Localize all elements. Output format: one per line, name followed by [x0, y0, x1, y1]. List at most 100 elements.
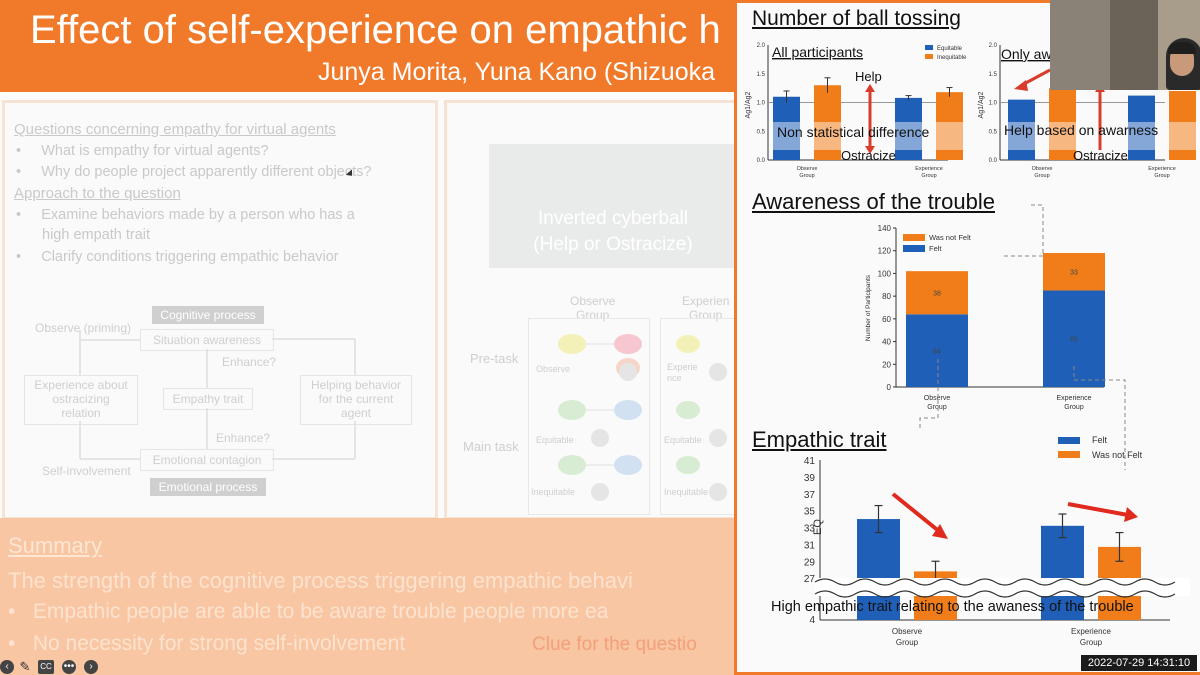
dashed-connector	[1004, 204, 1044, 257]
y-axis-label: EQ	[812, 519, 824, 535]
y-tick-label: 0.0	[989, 158, 998, 164]
more-icon[interactable]: •••	[62, 660, 76, 674]
y-tick-label: 1.5	[757, 72, 766, 78]
bar-highlight	[1128, 122, 1155, 150]
y-tick-label: 60	[882, 315, 891, 324]
y-axis-label: Number of Participants	[865, 274, 872, 341]
pen-icon[interactable]: ✎	[19, 659, 31, 674]
legend-swatch-felt	[1058, 437, 1080, 444]
helping-line-2: for the current	[318, 392, 394, 406]
x-tick-label: Experience	[1148, 166, 1176, 172]
arrow-head-down	[865, 146, 875, 154]
annotation-non-statistical: Non statistical difference	[777, 124, 929, 140]
y-tick-label: 41	[804, 456, 816, 467]
y-tick-label: 31	[804, 540, 816, 551]
bar-highlight	[1008, 122, 1035, 150]
inequitable-label-experience: Inequitable	[664, 487, 709, 497]
experience-box-line-1: Experience about	[34, 378, 128, 392]
dashed-connector	[1073, 366, 1126, 470]
annotation-help: Help	[855, 69, 882, 84]
y-tick-label: 2.0	[757, 43, 766, 49]
bar-highlight	[1169, 122, 1196, 150]
cyberball-line-2: (Help or Ostracize)	[533, 234, 693, 255]
back-icon[interactable]: ‹	[0, 660, 14, 674]
y-tick-label: 1.0	[989, 101, 998, 107]
summary-title: Summary	[8, 533, 103, 558]
chart1-title: All participants	[772, 44, 863, 60]
stacked-bar-felt-0	[906, 314, 968, 387]
webcam-background	[1050, 0, 1110, 90]
x-tick-label: Group	[896, 638, 919, 647]
section-awareness-title: Awareness of the trouble	[752, 189, 995, 214]
summary-bullet-2-text: No necessity for strong self-involvement	[32, 632, 406, 655]
data-label: 64	[933, 349, 941, 356]
red-arrow-icon	[1067, 502, 1129, 517]
data-label: 38	[933, 291, 941, 298]
approach-1-cont: high empath trait	[42, 227, 151, 243]
y-tick-label: 35	[804, 507, 816, 518]
y-tick-label: 0	[887, 383, 892, 392]
section-empathic-title: Empathic trait	[752, 427, 887, 452]
y-tick-label: 29	[804, 557, 816, 568]
y-tick-label: 80	[882, 292, 891, 301]
y-tick-label: 33	[804, 524, 816, 535]
axis-break-line	[814, 590, 1176, 598]
eq-bar-felt-1	[1041, 525, 1084, 620]
forward-icon[interactable]: ›	[84, 660, 98, 674]
annotation-help-awareness: Help based on awarness	[1004, 122, 1158, 138]
helping-behavior-box: Helping behavior for the current agent	[300, 375, 412, 425]
y-tick-label: 40	[882, 338, 891, 347]
bar-inequitable-1	[1169, 91, 1196, 160]
approach-bullet-2: • Clarify conditions triggering empathic…	[16, 249, 339, 265]
y-tick-label: 27	[804, 574, 816, 585]
approach-2-text: Clarify conditions triggering empathic b…	[41, 249, 339, 265]
emotional-process-label: Emotional process	[150, 478, 266, 496]
experience-small-line-2: nce	[667, 373, 682, 383]
experience-box-line-3: relation	[61, 406, 101, 420]
observe-small-label: Observe	[536, 364, 571, 374]
bar-highlight	[895, 122, 922, 150]
equitable-label-experience: Equitable	[664, 435, 702, 445]
x-tick-label: Group	[927, 404, 947, 411]
cc-icon[interactable]: CC	[38, 660, 54, 674]
observe-group-frame	[528, 318, 650, 515]
red-arrow-head	[1014, 80, 1028, 91]
bar-inequitable-0	[814, 85, 841, 160]
question-2-text: Why do people project apparently differe…	[41, 164, 372, 180]
approach-bullet-1: • Examine behaviors made by a person who…	[16, 207, 355, 223]
eq-bar-felt-0	[857, 519, 900, 620]
legend-swatch-inequitable	[925, 54, 933, 59]
enhance-label-1: Enhance?	[222, 355, 277, 369]
webcam-person-hair	[1168, 42, 1196, 54]
bar-equitable-1	[895, 97, 922, 160]
x-tick-label: Observe	[924, 395, 951, 402]
cyberball-agents	[558, 334, 727, 501]
dashed-connector	[919, 400, 939, 430]
cyberball-line-1: Inverted cyberball	[538, 208, 688, 229]
y-tick-label: 0.5	[757, 129, 766, 135]
bar-highlight	[814, 122, 841, 150]
y-tick-label: 37	[804, 490, 816, 501]
x-tick-label: Experience	[1071, 627, 1112, 636]
legend-swatch-was-not-felt	[903, 234, 925, 241]
questions-heading: Questions concerning empathy for virtual…	[14, 121, 336, 138]
legend-label-felt: Felt	[1092, 435, 1108, 445]
x-tick-label: Observe	[1032, 166, 1053, 172]
legend-label-was-not-felt: Was not Felt	[929, 233, 972, 242]
y-tick-label: 2.0	[989, 43, 998, 49]
bar-inequitable-0	[1049, 88, 1076, 160]
approach-1-text: Examine behaviors made by a person who h…	[41, 207, 355, 223]
observe-group-line-1: Observe	[570, 294, 616, 308]
legend-swatch-equitable	[925, 45, 933, 50]
y-tick-label: 1.0	[757, 101, 766, 107]
y-tick-label: 100	[878, 269, 892, 278]
experience-box: Experience about ostracizing relation	[24, 375, 138, 425]
summary-band	[0, 518, 740, 675]
x-tick-label: Group	[921, 173, 936, 179]
legend-label-inequitable: Inequitable	[937, 55, 967, 61]
slide-title-bar: Effect of self-experience on empathic h …	[0, 0, 740, 92]
self-involvement-label: Self-involvement	[42, 464, 131, 478]
y-tick-label: 0.0	[757, 158, 766, 164]
x-tick-label: Observe	[797, 166, 818, 172]
question-bullet-2: • Why do people project apparently diffe…	[16, 164, 372, 180]
